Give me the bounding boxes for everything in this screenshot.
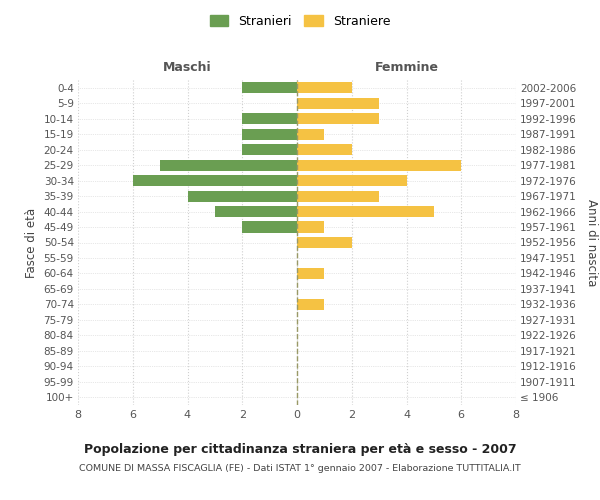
Bar	[297, 206, 434, 217]
Text: Maschi: Maschi	[163, 60, 212, 74]
Bar	[297, 299, 325, 310]
Bar	[242, 82, 297, 94]
Text: COMUNE DI MASSA FISCAGLIA (FE) - Dati ISTAT 1° gennaio 2007 - Elaborazione TUTTI: COMUNE DI MASSA FISCAGLIA (FE) - Dati IS…	[79, 464, 521, 473]
Bar	[242, 128, 297, 140]
Bar	[297, 113, 379, 124]
Bar	[242, 113, 297, 124]
Y-axis label: Fasce di età: Fasce di età	[25, 208, 38, 278]
Bar	[133, 175, 297, 186]
Bar	[297, 222, 325, 232]
Bar	[297, 82, 352, 94]
Bar	[297, 237, 352, 248]
Bar	[297, 175, 407, 186]
Y-axis label: Anni di nascita: Anni di nascita	[585, 199, 598, 286]
Text: Femmine: Femmine	[374, 60, 439, 74]
Bar	[297, 268, 325, 279]
Text: Popolazione per cittadinanza straniera per età e sesso - 2007: Popolazione per cittadinanza straniera p…	[83, 442, 517, 456]
Bar	[297, 128, 325, 140]
Legend: Stranieri, Straniere: Stranieri, Straniere	[206, 11, 394, 32]
Bar	[188, 190, 297, 202]
Bar	[297, 160, 461, 170]
Bar	[297, 144, 352, 155]
Bar	[160, 160, 297, 170]
Bar	[215, 206, 297, 217]
Bar	[297, 190, 379, 202]
Bar	[242, 144, 297, 155]
Bar	[297, 98, 379, 109]
Bar	[242, 222, 297, 232]
